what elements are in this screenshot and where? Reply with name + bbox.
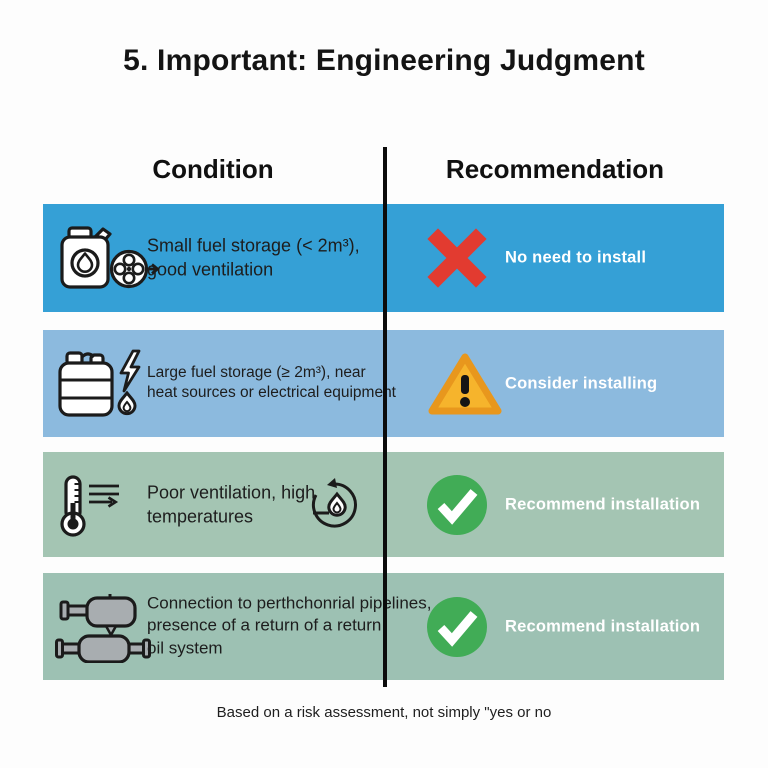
recommendation-text: Consider installing: [505, 374, 658, 392]
condition-text: Large fuel storage (≥ 2m³), near heat so…: [147, 363, 396, 402]
warning-triangle-icon: [428, 353, 502, 414]
page-title: 5. Important: Engineering Judgment: [123, 44, 645, 77]
fuel-drum-icon: [58, 349, 141, 417]
flame-icon: [117, 390, 137, 415]
condition-text: Poor ventilation, high temperatures: [147, 482, 316, 527]
flame-circle-icon: [311, 477, 357, 527]
x-icon: [427, 228, 487, 288]
check-circle-icon: [427, 596, 487, 657]
column-divider: [383, 147, 387, 687]
recommendation-text: Recommend installation: [505, 495, 701, 513]
lightning-icon: [119, 349, 141, 392]
fan-icon: [109, 249, 159, 289]
thermometer-icon: [60, 474, 119, 537]
column-header-recommendation: Recommendation: [445, 154, 665, 184]
column-header-condition: Condition: [152, 154, 274, 184]
check-circle-icon: [427, 474, 487, 535]
footer-note: Based on a risk assessment, not simply "…: [216, 704, 552, 721]
pipeline-icon: [55, 593, 151, 663]
condition-text: Small fuel storage (< 2m³), good ventila…: [147, 235, 360, 280]
recommendation-text: Recommend installation: [505, 617, 701, 635]
recommendation-text: No need to install: [505, 248, 647, 267]
fuel-canister-icon: [60, 226, 159, 289]
condition-text: Connection to perthchonrial pipelines, p…: [147, 593, 432, 658]
